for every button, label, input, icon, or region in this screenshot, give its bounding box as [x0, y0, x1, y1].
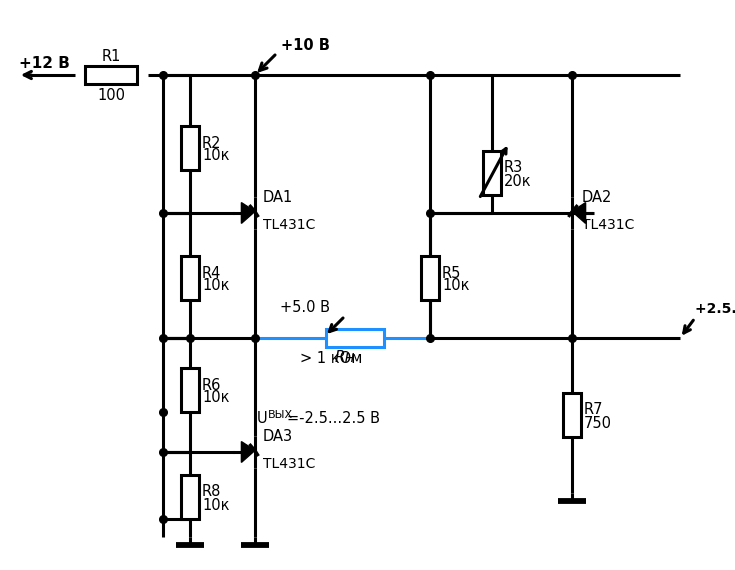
Text: 10к: 10к	[202, 390, 229, 405]
Text: R5: R5	[442, 266, 462, 280]
Text: DA1: DA1	[263, 190, 293, 205]
Bar	[181, 256, 199, 300]
Text: 10к: 10к	[202, 149, 229, 164]
Text: DA2: DA2	[582, 190, 612, 205]
Bar	[563, 393, 581, 437]
Text: +12 В: +12 В	[19, 56, 70, 71]
Polygon shape	[241, 442, 255, 462]
Text: 20к: 20к	[504, 173, 531, 189]
Text: 10к: 10к	[442, 279, 470, 294]
Text: R1: R1	[102, 49, 121, 64]
Text: R7: R7	[584, 402, 603, 417]
Text: +5.0 В: +5.0 В	[280, 300, 330, 315]
Text: 100: 100	[97, 88, 125, 103]
Text: +2.5...7.0 В: +2.5...7.0 В	[695, 302, 735, 316]
Text: 10к: 10к	[202, 279, 229, 294]
Bar	[85, 66, 137, 84]
Bar	[421, 256, 439, 300]
Text: R8: R8	[202, 484, 221, 499]
Text: TL431C: TL431C	[263, 457, 315, 471]
Bar	[326, 329, 384, 347]
Text: DA3: DA3	[263, 429, 293, 444]
Text: =-2.5...2.5 В: =-2.5...2.5 В	[287, 411, 380, 426]
Bar	[181, 126, 199, 170]
Polygon shape	[241, 202, 255, 223]
Text: +10 В: +10 В	[281, 38, 330, 53]
Text: U: U	[257, 411, 268, 426]
Text: R2: R2	[202, 136, 221, 150]
Text: 750: 750	[584, 416, 612, 430]
Text: R4: R4	[202, 266, 221, 280]
Text: 10к: 10к	[202, 498, 229, 512]
Text: Rн: Rн	[335, 350, 356, 365]
Bar	[181, 368, 199, 412]
Text: TL431C: TL431C	[582, 218, 634, 232]
Bar	[181, 475, 199, 519]
Text: ВЫХ: ВЫХ	[268, 410, 293, 420]
Polygon shape	[572, 202, 586, 223]
Text: > 1 кОм: > 1 кОм	[300, 351, 362, 366]
Bar	[483, 151, 501, 195]
Text: TL431C: TL431C	[263, 218, 315, 232]
Text: R3: R3	[504, 161, 523, 176]
Text: R6: R6	[202, 377, 221, 393]
